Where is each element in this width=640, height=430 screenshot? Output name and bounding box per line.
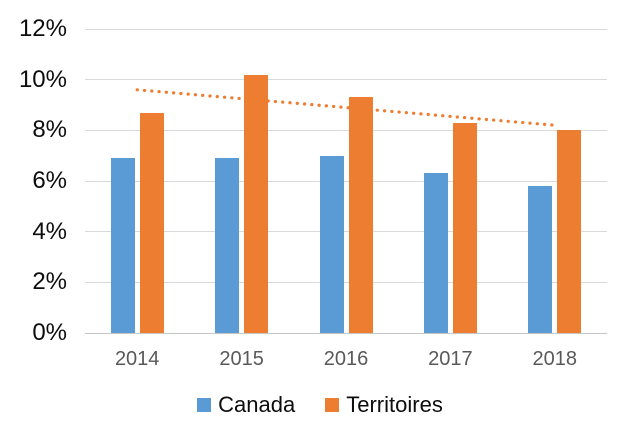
bar-canada-2016 xyxy=(319,155,344,333)
y-axis-label-12pct: 12% xyxy=(18,15,67,42)
y-axis-label-4pct: 4% xyxy=(32,217,67,245)
y-axis-label-10pct: 10% xyxy=(18,65,67,93)
bar-territoires-2018 xyxy=(557,130,582,333)
y-axis-label-2pct: 2% xyxy=(32,268,67,296)
bar-territoires-2015 xyxy=(244,74,269,333)
gridline-4pct xyxy=(85,231,607,233)
y-axis: 0% 2% 4% 6% 8% 10% 12% xyxy=(0,0,67,430)
gridline-6pct xyxy=(85,180,607,182)
x-axis-label-2016: 2016 xyxy=(323,348,369,370)
bar-territoires-2014 xyxy=(139,112,164,333)
y-axis-label-8pct: 8% xyxy=(32,116,67,144)
gridline-8pct xyxy=(85,129,607,131)
bar-canada-2015 xyxy=(215,158,240,333)
plot-area xyxy=(85,28,607,334)
legend: Canada Territoires xyxy=(0,393,640,417)
legend-item-territoires: Territoires xyxy=(325,393,443,417)
gridline-10pct xyxy=(85,79,607,81)
gridline-2pct xyxy=(85,281,607,283)
gridline-12pct xyxy=(85,28,607,30)
bar-territoires-2017 xyxy=(452,122,477,333)
trendline-dotted xyxy=(135,88,557,127)
legend-swatch-territoires-icon xyxy=(325,398,340,412)
x-axis-label-2014: 2014 xyxy=(114,348,160,370)
legend-label-canada: Canada xyxy=(218,392,296,417)
x-axis-label-2015: 2015 xyxy=(219,348,264,370)
legend-swatch-canada-icon xyxy=(197,398,212,412)
y-axis-label-0pct: 0% xyxy=(32,319,67,346)
trendline-path xyxy=(135,88,557,127)
bar-territoires-2016 xyxy=(348,97,373,333)
bar-canada-2017 xyxy=(423,173,448,333)
x-axis-label-2017: 2017 xyxy=(428,348,473,370)
y-axis-label-6pct: 6% xyxy=(32,167,67,194)
x-axis: 2014 2015 2016 2017 2018 xyxy=(0,348,640,372)
x-axis-label-2018: 2018 xyxy=(532,348,578,370)
bar-canada-2014 xyxy=(110,158,135,333)
gridline-0pct xyxy=(85,332,607,334)
legend-label-territoires: Territoires xyxy=(346,392,443,417)
bar-canada-2018 xyxy=(528,186,553,333)
legend-item-canada: Canada xyxy=(197,393,295,417)
